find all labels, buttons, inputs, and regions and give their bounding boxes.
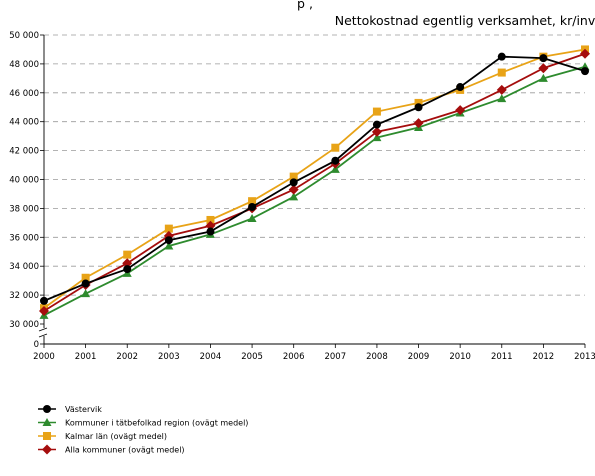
series-2-point-2003	[164, 224, 173, 233]
x-tick-label-2000: 2000	[33, 352, 55, 362]
legend: Västervik Kommuner i tätbefolkad region (…	[38, 405, 248, 455]
series-0-point-2012	[539, 54, 548, 63]
series-0-point-2003	[164, 236, 173, 245]
legend-item-2: Kalmar län (ovägt medel)	[38, 432, 167, 441]
y-tick-label-30000: 30 000	[9, 320, 39, 330]
axes	[38, 34, 586, 348]
series-1-point-2005	[247, 214, 257, 223]
series-0-point-2011	[497, 52, 506, 61]
y-tick-label-44000: 44 000	[9, 118, 39, 128]
series-3-point-2011	[496, 84, 507, 95]
series-3-point-2009	[413, 118, 424, 129]
series-0-point-2004	[206, 227, 215, 236]
legend-label-3: Alla kommuner (ovägt medel)	[65, 446, 185, 455]
series-3-line	[43, 52, 586, 312]
series-0-point-2013	[581, 67, 589, 76]
series-2-point-2002	[123, 250, 132, 259]
series-0-point-2005	[248, 202, 257, 211]
series-3-point-2012	[538, 63, 549, 74]
series-2	[40, 45, 589, 313]
series-0-line	[43, 55, 586, 302]
x-tick-labels: 2000 2001 2002 2003 2004 2005 2006 2007 2008 2009…	[33, 352, 595, 362]
series-1-point-2011	[497, 94, 507, 103]
x-tick-label-2012: 2012	[533, 352, 555, 362]
series-2-point-2006	[289, 172, 298, 181]
y-tick-label-50000: 50 000	[9, 31, 39, 41]
series-0	[40, 52, 589, 305]
y-tick-label-32000: 32 000	[9, 291, 39, 301]
x-tick-label-2003: 2003	[158, 352, 180, 362]
x-tick-label-2008: 2008	[366, 352, 388, 362]
y-tick-label-48000: 48 000	[9, 60, 39, 70]
series-3-point-2006	[288, 184, 299, 195]
series-2-point-2001	[81, 273, 90, 282]
x-tick-label-2004: 2004	[200, 352, 222, 362]
x-tick-label-2010: 2010	[449, 352, 471, 362]
series-3-point-2010	[455, 105, 466, 116]
x-tick-label-2005: 2005	[241, 352, 263, 362]
y-tick-label-42000: 42 000	[9, 147, 39, 157]
legend-swatch-marker-0	[43, 405, 51, 413]
series-1-line	[43, 65, 586, 317]
series-3-point-2004	[205, 220, 216, 231]
series-1-point-2012	[538, 73, 548, 82]
series-group	[39, 45, 590, 319]
series-1	[39, 62, 590, 319]
x-tick-label-2007: 2007	[324, 352, 346, 362]
series-0-point-2008	[372, 120, 381, 129]
series-0-point-2006	[289, 178, 298, 187]
series-0-point-2001	[81, 279, 90, 288]
x-tick-label-2013: 2013	[574, 352, 595, 362]
series-0-point-2010	[456, 83, 465, 92]
series-2-point-2007	[331, 143, 340, 152]
x-tick-label-2011: 2011	[491, 352, 513, 362]
series-2-point-2005	[248, 197, 257, 206]
legend-label-1: Kommuner i tätbefolkad region (ovägt med…	[65, 419, 248, 428]
series-0-point-2007	[331, 156, 340, 165]
y-tick-label-0: 0	[34, 340, 39, 350]
legend-item-3: Alla kommuner (ovägt medel)	[38, 444, 185, 455]
series-0-point-2002	[123, 265, 132, 274]
series-2-point-2004	[206, 215, 215, 224]
y-tick-label-46000: 46 000	[9, 89, 39, 99]
legend-label-2: Kalmar län (ovägt medel)	[65, 432, 167, 441]
series-1-point-2007	[330, 164, 340, 173]
y-tick-label-36000: 36 000	[9, 233, 39, 243]
legend-item-0: Västervik	[38, 405, 102, 414]
y-tick-label-38000: 38 000	[9, 204, 39, 214]
x-tick-label-2006: 2006	[283, 352, 305, 362]
series-1-point-2003	[164, 241, 174, 250]
series-2-point-2008	[372, 107, 381, 116]
legend-label-0: Västervik	[65, 405, 102, 414]
chart-title: Nettokostnad egentlig verksamhet, kr/inv	[335, 13, 595, 28]
legend-swatch-marker-1	[42, 418, 52, 426]
series-2-line	[43, 48, 586, 309]
legend-swatch-marker-2	[43, 432, 51, 440]
grid	[44, 34, 585, 296]
series-3-point-2008	[371, 126, 382, 137]
series-1-point-2008	[372, 133, 382, 142]
y-axis-break	[38, 327, 48, 338]
legend-swatch-marker-3	[42, 444, 52, 455]
y-tick-labels: 30 000 32 000 34 000 36 000 38 000 40 000 42 0…	[9, 31, 39, 350]
legend-item-1: Kommuner i tätbefolkad region (ovägt med…	[38, 418, 248, 428]
series-2-point-2011	[497, 68, 506, 77]
x-tick-label-2009: 2009	[408, 352, 430, 362]
y-tick-label-34000: 34 000	[9, 262, 39, 272]
series-1-point-2006	[289, 192, 299, 201]
series-3-point-2013	[580, 48, 590, 59]
y-tick-label-40000: 40 000	[9, 176, 39, 186]
x-tick-label-2001: 2001	[75, 352, 97, 362]
x-tick-label-2002: 2002	[116, 352, 138, 362]
chart-title-partial: p ,	[297, 0, 313, 11]
series-0-point-2000	[40, 296, 48, 305]
series-3-point-2000	[39, 305, 49, 316]
series-1-point-2001	[81, 289, 91, 298]
series-2-point-2009	[414, 98, 423, 107]
series-0-point-2009	[414, 103, 423, 112]
series-3-point-2002	[122, 258, 133, 269]
